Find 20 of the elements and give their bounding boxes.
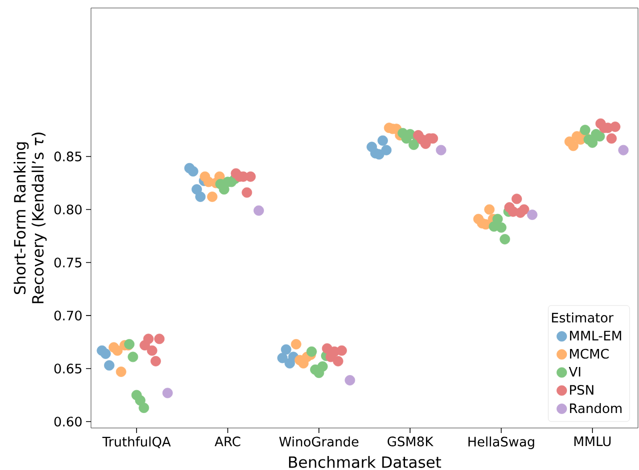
- legend-title: Estimator: [552, 312, 614, 323]
- y-tick-label: 0.70: [54, 310, 82, 320]
- x-tick-label: GSM8K: [388, 436, 434, 446]
- y-tick-label: 0.75: [54, 258, 82, 268]
- x-tick-label: HellaSwag: [468, 436, 534, 450]
- y-tick-label: 0.65: [54, 364, 82, 374]
- legend-label: PSN: [570, 384, 594, 395]
- x-tick-label: MMLU: [574, 436, 611, 446]
- legend-label: Random: [570, 403, 622, 414]
- x-tick-label: ARC: [214, 436, 240, 446]
- y-axis-title: Short-Form Ranking Recovery (Kendall’s τ): [14, 132, 47, 304]
- x-tick-label: WinoGrande: [279, 436, 358, 447]
- x-tick-label: TruthfulQA: [102, 436, 171, 448]
- y-tick-label: 0.85: [54, 152, 82, 162]
- y-tick-label: 0.80: [54, 204, 82, 214]
- legend-label: MCMC: [570, 348, 609, 359]
- legend-label: VI: [568, 366, 580, 376]
- y-tick-label: 0.60: [54, 416, 82, 427]
- legend-label: MML-EM: [570, 330, 622, 340]
- x-axis-title: Benchmark Dataset: [289, 456, 442, 468]
